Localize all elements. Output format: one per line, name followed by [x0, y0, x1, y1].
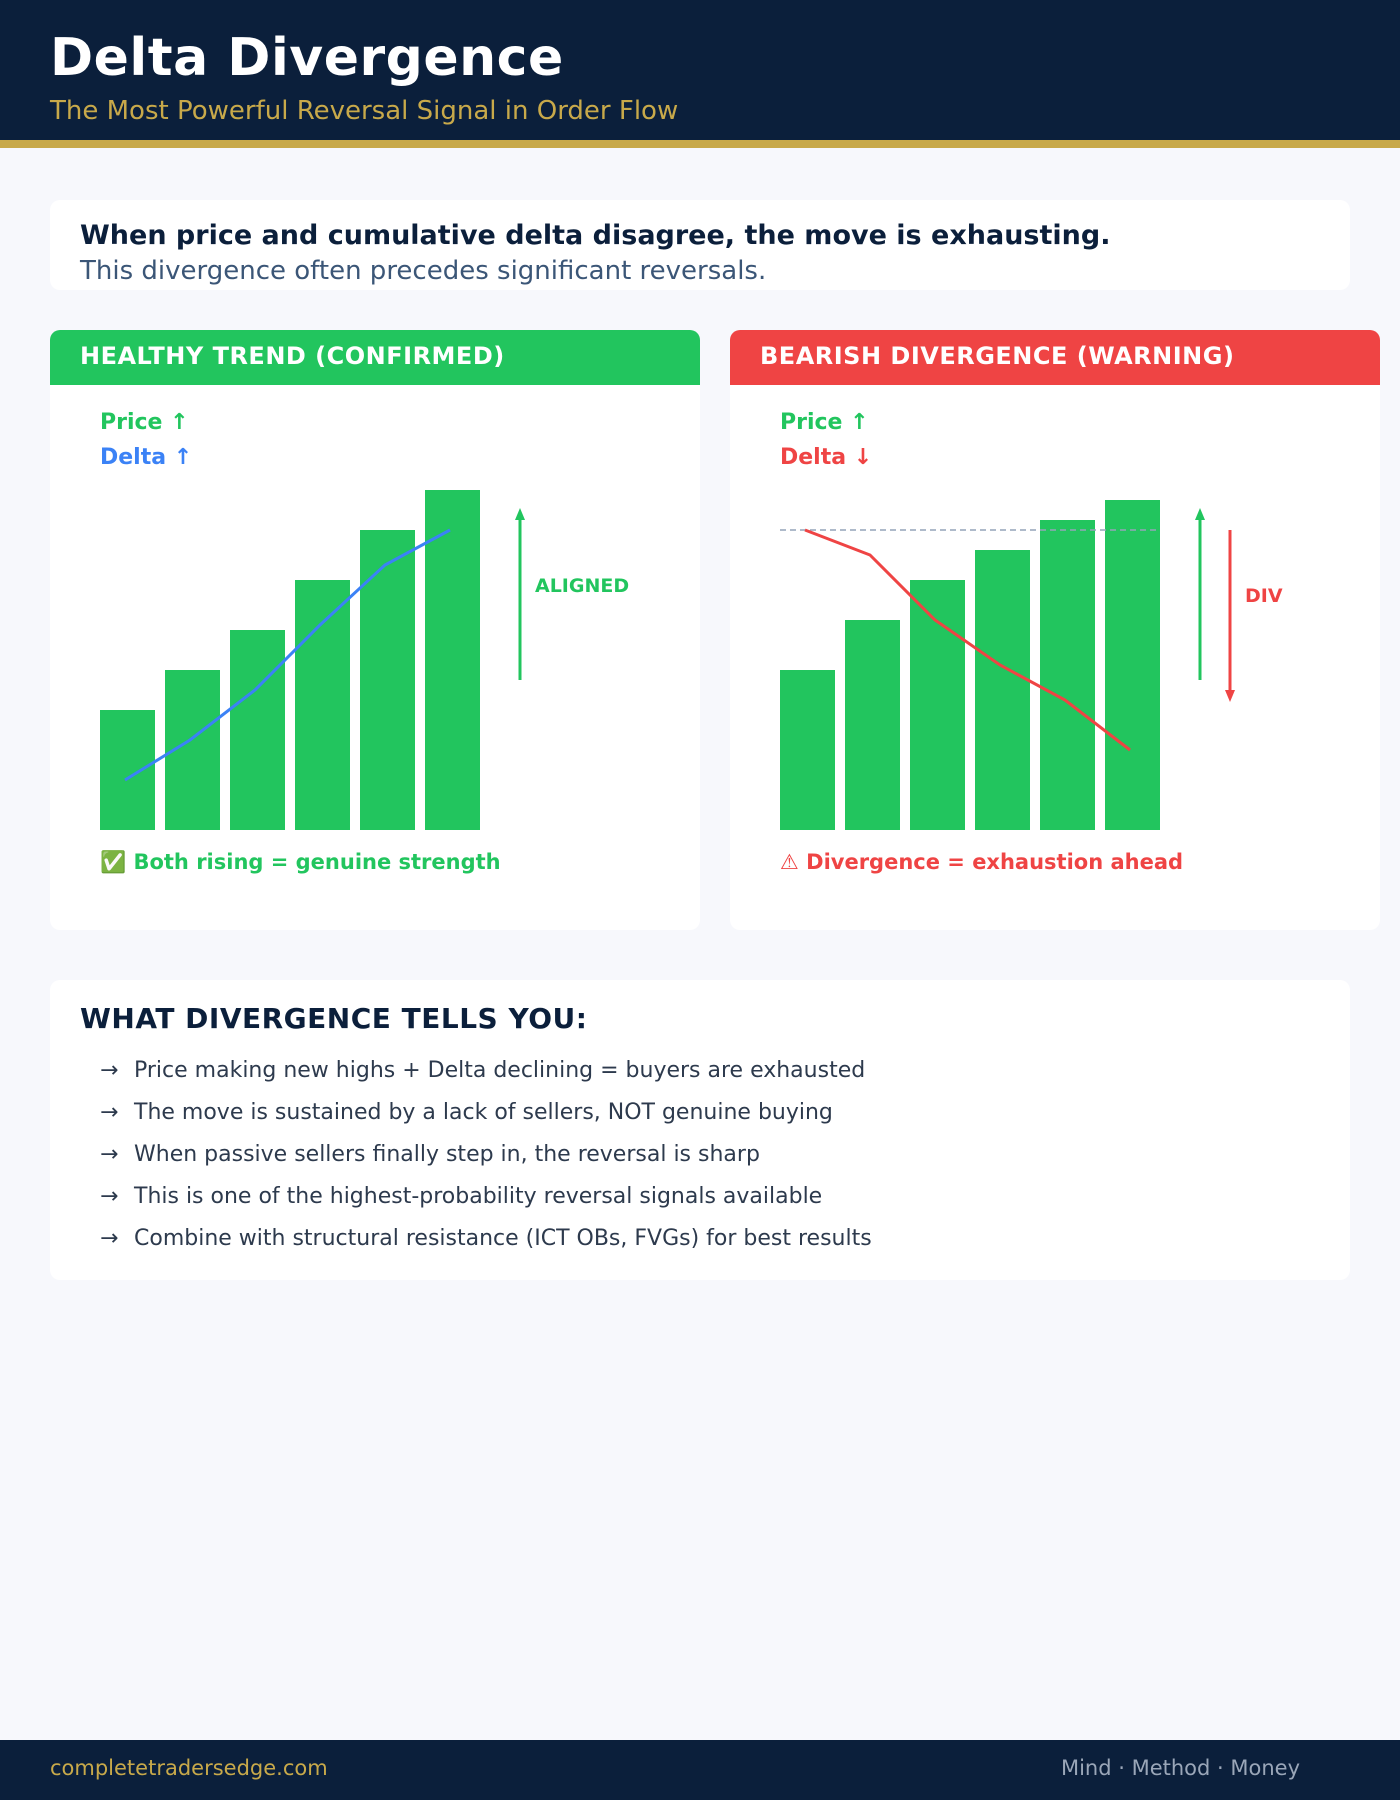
insights-title: WHAT DIVERGENCE TELLS YOU: [80, 1002, 588, 1035]
price-bar [910, 580, 965, 830]
price-bar [1040, 520, 1095, 830]
bearish-divergence-heading: BEARISH DIVERGENCE (WARNING) [760, 342, 1235, 370]
price-bar [360, 530, 415, 830]
healthy-trend-heading: HEALTHY TREND (CONFIRMED) [80, 342, 505, 370]
intro-sub: This divergence often precedes significa… [80, 256, 767, 286]
price-bar [780, 670, 835, 830]
price-bar [1105, 500, 1160, 830]
bearish-divergence-chart: DIV [780, 500, 1283, 830]
footer-tagline: Mind · Method · Money [1060, 1756, 1300, 1780]
intro-card: When price and cumulative delta disagree… [50, 200, 1350, 290]
price-bar [230, 630, 285, 830]
list-item: → The move is sustained by a lack of sell… [100, 1092, 1300, 1134]
div-annotation: DIV [1245, 585, 1283, 607]
healthy-trend-header: HEALTHY TREND (CONFIRMED) [50, 330, 700, 385]
aligned-annotation: ALIGNED [535, 575, 629, 597]
page-subtitle: The Most Powerful Reversal Signal in Ord… [50, 96, 679, 126]
price-bar [425, 490, 480, 830]
insight-text: Price making new highs + Delta declining… [134, 1058, 866, 1083]
bearish-divergence-caption: ⚠ Divergence = exhaustion ahead [780, 850, 1184, 874]
list-item: → Price making new highs + Delta declinin… [100, 1050, 1300, 1092]
right-price-label: Price ↑ [780, 410, 869, 435]
insight-text: Combine with structural resistance (ICT … [134, 1226, 872, 1251]
arrow-right-icon: → [100, 1058, 119, 1083]
price-bar [975, 550, 1030, 830]
price-bar [295, 580, 350, 830]
left-price-label: Price ↑ [100, 410, 189, 435]
intro-lead: When price and cumulative delta disagree… [80, 220, 1111, 251]
healthy-trend-panel: HEALTHY TREND (CONFIRMED) Price ↑ Delta … [50, 330, 700, 930]
insight-text: This is one of the highest-probability r… [134, 1184, 823, 1209]
footer: completetradersedge.com Mind · Method · … [0, 1740, 1400, 1800]
left-price-arrow-head [515, 508, 525, 520]
price-bar [845, 620, 900, 830]
price-bar [100, 710, 155, 830]
footer-site-link[interactable]: completetradersedge.com [50, 1756, 328, 1780]
insights-card: WHAT DIVERGENCE TELLS YOU: → Price making… [50, 980, 1350, 1280]
arrow-right-icon: → [100, 1100, 119, 1125]
page-title: Delta Divergence [50, 28, 564, 88]
header-divider [0, 140, 1400, 148]
header: Delta Divergence The Most Powerful Rever… [0, 0, 1400, 140]
list-item: → Combine with structural resistance (ICT… [100, 1218, 1300, 1260]
right-delta-line [804, 528, 1131, 752]
left-delta-label: Delta ↑ [100, 445, 193, 470]
insight-text: When passive sellers finally step in, th… [134, 1142, 760, 1167]
list-item: → This is one of the highest-probability … [100, 1176, 1300, 1218]
bearish-divergence-panel: BEARISH DIVERGENCE (WARNING) Price ↑ Del… [730, 330, 1380, 930]
right-delta-label: Delta ↓ [780, 445, 873, 470]
insights-list: → Price making new highs + Delta declinin… [100, 1050, 1300, 1260]
right-delta-down-arrow-head [1225, 690, 1235, 702]
left-delta-line [124, 528, 451, 782]
healthy-trend-chart: ALIGNED [100, 490, 629, 830]
arrow-right-icon: → [100, 1142, 119, 1167]
list-item: → When passive sellers finally step in, t… [100, 1134, 1300, 1176]
healthy-trend-caption: ✅ Both rising = genuine strength [100, 850, 501, 874]
bearish-divergence-header: BEARISH DIVERGENCE (WARNING) [730, 330, 1380, 385]
arrow-right-icon: → [100, 1226, 119, 1251]
insight-text: The move is sustained by a lack of selle… [134, 1100, 833, 1125]
right-price-up-arrow-head [1195, 508, 1205, 520]
arrow-right-icon: → [100, 1184, 119, 1209]
